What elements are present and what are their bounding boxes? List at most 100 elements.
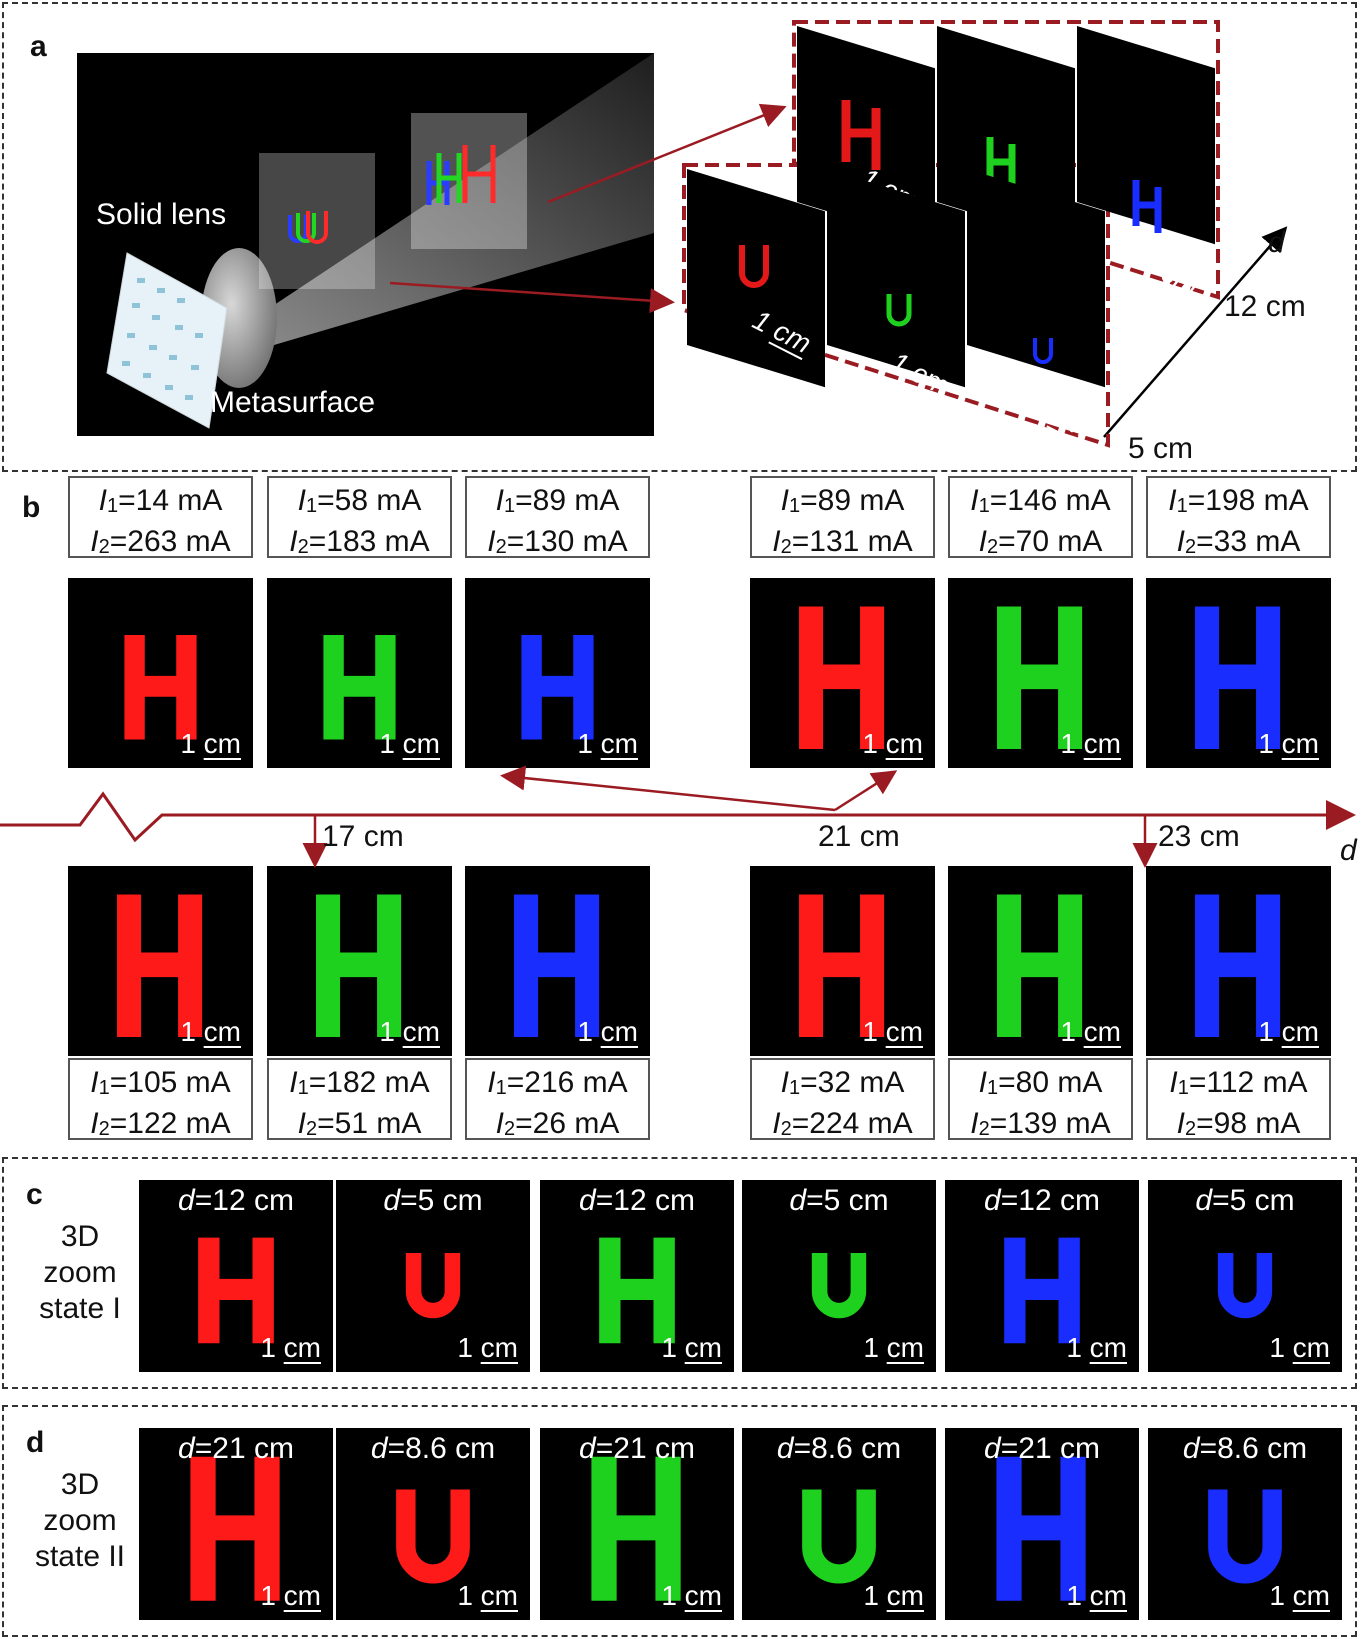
solid-lens-label: Solid lens (96, 198, 227, 231)
letter-h-image (1004, 1237, 1080, 1344)
current-line-i2: I2=183 mA (289, 525, 430, 558)
panel-a-frame (2, 2, 1357, 472)
scale-bar-number: 1 (862, 728, 878, 759)
hologram-tile: 1 cm d=21 cm (139, 1428, 333, 1620)
scale-bar-number: 1 (1066, 1580, 1082, 1611)
current-line-i2: I2=51 mA (297, 1107, 422, 1140)
scale-bar-number: 1 (379, 728, 395, 759)
current-values-box: I1=89 mA I2=131 mA (750, 476, 935, 558)
hologram-tile: 1 cm d=8.6 cm (336, 1428, 530, 1620)
distance-value: =12 cm (1000, 1184, 1100, 1217)
current-line-i2: I2=130 mA (487, 525, 628, 558)
schematic-image (77, 53, 654, 436)
scale-bar-number: 1 (457, 1332, 473, 1363)
scale-bar-unit: cm (402, 1016, 440, 1047)
letter-h-image (117, 894, 203, 1037)
scale-bar-number: 1 (1258, 728, 1274, 759)
distance-label: d=12 cm (178, 1184, 294, 1217)
hologram-tile: 1 cm d=12 cm (139, 1180, 333, 1372)
metasurface-shape (106, 252, 228, 429)
current-line-i1: I1=146 mA (970, 484, 1111, 517)
current-line-i1: I1=112 mA (1169, 1066, 1308, 1099)
scale-bar-number: 1 (862, 1016, 878, 1047)
letter-u-image (802, 1489, 876, 1584)
scale-bar-unit: cm (886, 1580, 924, 1611)
current-values-box: I1=32 mA I2=224 mA (750, 1058, 935, 1140)
current-i1-value: 198 mA (1205, 484, 1309, 517)
a-axis-d: d (1268, 226, 1285, 259)
current-values-box: I1=112 mA I2=98 mA (1146, 1058, 1331, 1140)
scale-bar-label: 1 cm (1258, 730, 1319, 758)
b-dist-21cm: 21 cm (818, 820, 900, 853)
hologram-tile: 1 cm (750, 866, 935, 1056)
distance-label: d=12 cm (579, 1184, 695, 1217)
distance-label: d=21 cm (579, 1432, 695, 1465)
hologram-tile: 1 cm d=5 cm (336, 1180, 530, 1372)
letter-h-image (323, 635, 396, 740)
current-i2-value: 224 mA (809, 1107, 913, 1140)
letter-h-image (591, 1456, 681, 1601)
distance-label: d=8.6 cm (370, 1432, 496, 1465)
b-axis-d: d (1340, 834, 1357, 867)
scale-bar-label: 1 cm (1066, 1582, 1127, 1610)
scale-bar-unit: cm (1292, 1332, 1330, 1363)
distance-label: d=8.6 cm (776, 1432, 902, 1465)
hologram-tile: 1 cm d=12 cm (540, 1180, 734, 1372)
current-i2-value: 183 mA (326, 525, 430, 558)
distance-label: d=12 cm (984, 1184, 1100, 1217)
letter-u-image (396, 1489, 470, 1584)
scale-bar-unit: cm (203, 1016, 241, 1047)
hologram-tile: 1 cm d=5 cm (1148, 1180, 1342, 1372)
letter-h-image (799, 894, 885, 1037)
panel-d-side-line3: state II (34, 1540, 126, 1573)
b-dist-17cm: 17 cm (322, 820, 404, 853)
panel-d-side-line2: zoom (43, 1504, 117, 1537)
distance-value: =21 cm (595, 1432, 695, 1465)
distance-label: d=5 cm (1195, 1184, 1295, 1217)
current-line-i2: I2=33 mA (1176, 525, 1301, 558)
current-line-i1: I1=32 mA (780, 1066, 905, 1099)
distance-label: d=21 cm (984, 1432, 1100, 1465)
current-values-box: I1=182 mA I2=51 mA (267, 1058, 452, 1140)
scale-bar-label: 1 cm (180, 1018, 241, 1046)
scale-bar-number: 1 (260, 1332, 276, 1363)
hologram-tile: 1 cm (267, 578, 452, 768)
current-values-box: I1=198 mA I2=33 mA (1146, 476, 1331, 558)
scale-bar-number: 1 (1060, 1016, 1076, 1047)
current-line-i2: I2=139 mA (970, 1107, 1111, 1140)
distance-value: =12 cm (194, 1184, 294, 1217)
distance-value: =21 cm (1000, 1432, 1100, 1465)
current-values-box: I1=216 mA I2=26 mA (465, 1058, 650, 1140)
scale-bar-label: 1 cm (862, 1018, 923, 1046)
near-plane (259, 153, 375, 289)
current-i1-value: 89 mA (817, 484, 905, 517)
current-values-box: I1=105 mA I2=122 mA (68, 1058, 253, 1140)
letter-h-image (997, 606, 1083, 749)
hologram-tile: 1 cm d=21 cm (540, 1428, 734, 1620)
current-i1-value: 58 mA (334, 484, 422, 517)
current-i2-value: 122 mA (127, 1107, 231, 1140)
current-line-i1: I1=58 mA (297, 484, 422, 517)
scale-bar-unit: cm (1083, 728, 1121, 759)
hologram-tile: 1 cm d=8.6 cm (742, 1428, 936, 1620)
letter-h-image (799, 606, 885, 749)
panel-c-side-line3: state I (39, 1292, 121, 1325)
current-line-i2: I2=26 mA (495, 1107, 620, 1140)
scale-bar-number: 1 (661, 1580, 677, 1611)
scale-bar-label: 1 cm (863, 1582, 924, 1610)
current-i2-value: 26 mA (532, 1107, 620, 1140)
scale-bar-unit: cm (1292, 1580, 1330, 1611)
scale-bar-number: 1 (863, 1580, 879, 1611)
scale-bar-unit: cm (885, 1016, 923, 1047)
scale-bar-label: 1 cm (1066, 1334, 1127, 1362)
distance-label: d=8.6 cm (1182, 1432, 1308, 1465)
hologram-tile: 1 cm (1146, 578, 1331, 768)
scale-bar-number: 1 (180, 1016, 196, 1047)
letter-h-image (198, 1237, 274, 1344)
scale-bar-number: 1 (1066, 1332, 1082, 1363)
letter-h-image (190, 1456, 280, 1601)
distance-label: d=5 cm (383, 1184, 483, 1217)
current-line-i1: I1=198 mA (1168, 484, 1309, 517)
letter-h-image (514, 894, 600, 1037)
scale-bar-label: 1 cm (1060, 1018, 1121, 1046)
